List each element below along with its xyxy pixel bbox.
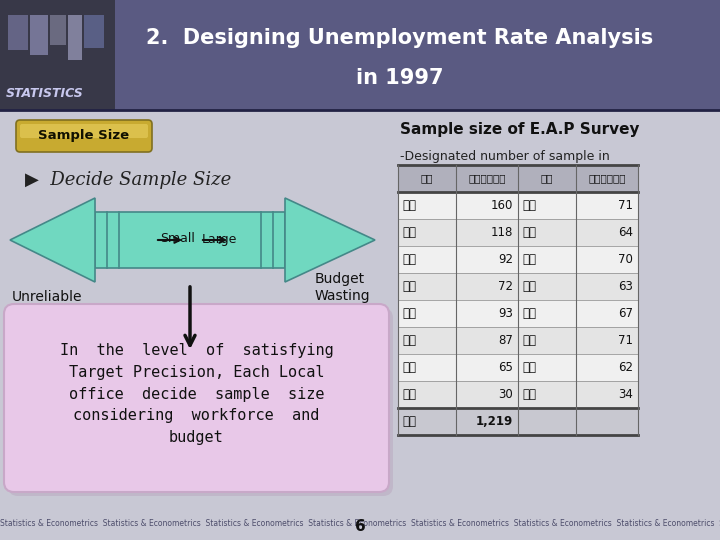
Text: ▶  Decide Sample Size: ▶ Decide Sample Size [25,171,231,189]
Text: 올산: 올산 [402,388,416,401]
Text: 65: 65 [498,361,513,374]
FancyBboxPatch shape [398,300,638,327]
Text: 경북: 경북 [522,334,536,347]
FancyBboxPatch shape [398,219,638,246]
Text: 2.  Designing Unemployment Rate Analysis: 2. Designing Unemployment Rate Analysis [146,28,654,48]
Text: 64: 64 [618,226,633,239]
Text: 6: 6 [355,519,365,534]
Text: In  the  level  of  satisfying
Target Precision, Each Local
office  decide  samp: In the level of satisfying Target Precis… [60,343,333,445]
Text: 부산: 부산 [402,253,416,266]
FancyBboxPatch shape [0,0,115,110]
Text: 34: 34 [618,388,633,401]
Text: Unreliable: Unreliable [12,290,83,304]
Text: 70: 70 [618,253,633,266]
Text: 지역: 지역 [420,173,433,184]
Text: 71: 71 [618,334,633,347]
Polygon shape [10,198,95,282]
Text: Small: Small [160,233,195,246]
Text: 인첸: 인첸 [402,307,416,320]
Text: in 1997: in 1997 [356,68,444,88]
FancyBboxPatch shape [84,15,104,48]
FancyBboxPatch shape [50,15,66,45]
Polygon shape [95,212,285,268]
FancyBboxPatch shape [16,120,152,152]
Polygon shape [285,198,375,282]
Text: Statistics & Econometrics  Statistics & Econometrics  Statistics & Econometrics : Statistics & Econometrics Statistics & E… [0,519,720,529]
Text: 제주: 제주 [522,388,536,401]
Text: each cluster at survey in 1997: each cluster at survey in 1997 [400,167,590,180]
FancyBboxPatch shape [398,192,638,219]
Text: 서울: 서울 [402,199,416,212]
Text: 87: 87 [498,334,513,347]
Text: -Designated number of sample in: -Designated number of sample in [400,150,610,163]
Text: 전남: 전남 [522,307,536,320]
Text: 63: 63 [618,280,633,293]
FancyBboxPatch shape [398,381,638,408]
Text: Sample size of E.A.P Survey: Sample size of E.A.P Survey [400,122,639,137]
FancyBboxPatch shape [398,408,638,435]
Text: STATISTICS: STATISTICS [6,87,84,100]
FancyBboxPatch shape [30,15,48,55]
Text: 충남: 충남 [522,253,536,266]
Text: 대구: 대구 [402,280,416,293]
Text: 72: 72 [498,280,513,293]
Text: 전북: 전북 [522,280,536,293]
Text: Large: Large [202,233,238,246]
FancyBboxPatch shape [398,273,638,300]
Text: 118: 118 [490,226,513,239]
FancyBboxPatch shape [8,15,28,50]
FancyBboxPatch shape [68,15,82,60]
FancyBboxPatch shape [398,165,638,435]
Text: 전국: 전국 [402,415,416,428]
Text: Budget
Wasting: Budget Wasting [315,272,371,303]
Text: 71: 71 [618,199,633,212]
FancyBboxPatch shape [0,0,720,110]
Text: 67: 67 [618,307,633,320]
FancyBboxPatch shape [398,354,638,381]
Text: 대전: 대전 [402,361,416,374]
Text: 광주: 광주 [402,334,416,347]
Text: 지역: 지역 [541,173,553,184]
FancyBboxPatch shape [8,308,393,496]
Text: 강원: 강원 [522,199,536,212]
Text: 표본조사구수: 표본조사구수 [588,173,626,184]
Text: 1,219: 1,219 [476,415,513,428]
Text: 92: 92 [498,253,513,266]
FancyBboxPatch shape [398,246,638,273]
Text: 충북: 충북 [522,226,536,239]
FancyBboxPatch shape [398,165,638,192]
FancyBboxPatch shape [0,110,720,540]
Text: 62: 62 [618,361,633,374]
Text: 표본조사구수: 표본조사구수 [468,173,505,184]
Text: 경남: 경남 [522,361,536,374]
FancyBboxPatch shape [398,327,638,354]
Text: 경기: 경기 [402,226,416,239]
FancyBboxPatch shape [20,124,148,138]
Text: 30: 30 [498,388,513,401]
Text: Sample Size: Sample Size [38,130,130,143]
Text: 93: 93 [498,307,513,320]
Text: 160: 160 [490,199,513,212]
FancyBboxPatch shape [4,304,389,492]
